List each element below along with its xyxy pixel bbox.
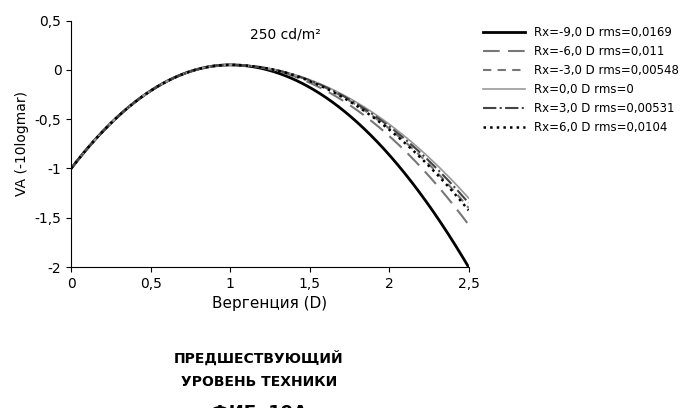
Y-axis label: VA (-10logmar): VA (-10logmar) [15,91,29,196]
Text: ПРЕДШЕСТВУЮЩИЙ: ПРЕДШЕСТВУЮЩИЙ [174,351,344,366]
Legend: Rx=-9,0 D rms=0,0169, Rx=-6,0 D rms=0,011, Rx=-3,0 D rms=0,00548, Rx=0,0 D rms=0: Rx=-9,0 D rms=0,0169, Rx=-6,0 D rms=0,01… [479,22,683,138]
Text: 250 cd/m²: 250 cd/m² [251,27,321,41]
Text: УРОВЕНЬ ТЕХНИКИ: УРОВЕНЬ ТЕХНИКИ [181,375,337,389]
X-axis label: Вергенция (D): Вергенция (D) [212,296,328,311]
Text: ФИГ. 19A: ФИГ. 19A [211,404,307,408]
